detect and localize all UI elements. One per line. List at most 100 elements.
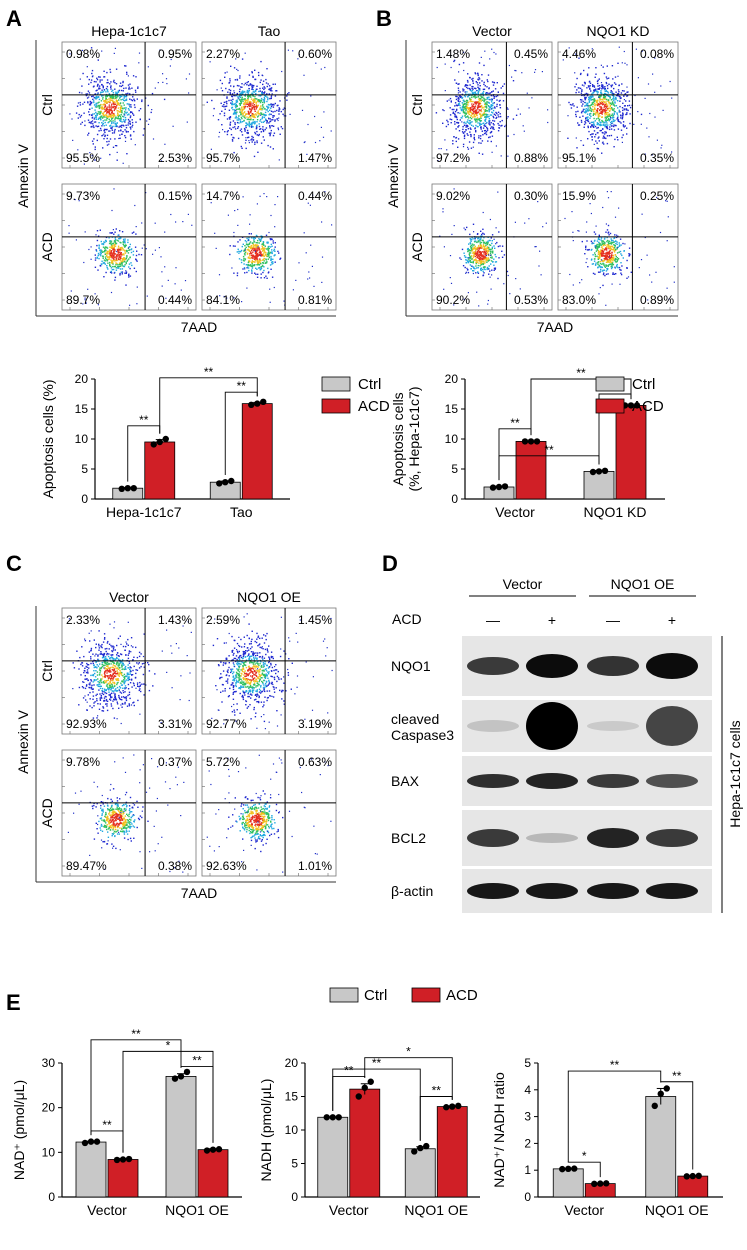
scatter-dot	[616, 266, 618, 268]
scatter-dot	[241, 117, 243, 120]
scatter-dot	[251, 262, 253, 265]
scatter-dot	[101, 83, 103, 86]
scatter-dot	[608, 252, 610, 254]
scatter-dot	[250, 111, 252, 114]
scatter-dot	[591, 139, 593, 141]
scatter-dot	[473, 270, 475, 272]
scatter-dot	[626, 277, 628, 279]
scatter-dot	[620, 122, 622, 124]
scatter-dot	[227, 214, 229, 216]
scatter-dot	[241, 131, 243, 133]
scatter-dot	[278, 110, 280, 112]
scatter-dot	[608, 246, 610, 249]
scatter-dot	[606, 85, 609, 87]
scatter-dot	[598, 140, 600, 142]
scatter-dot	[232, 98, 234, 101]
scatter-dot	[267, 144, 269, 147]
scatter-dot	[596, 93, 599, 95]
scatter-dot	[118, 99, 120, 101]
scatter-dot	[124, 65, 126, 67]
scatter-dot	[94, 257, 97, 259]
scatter-dot	[237, 126, 240, 128]
scatter-dot	[603, 137, 606, 139]
scatter-dot	[254, 116, 256, 119]
scatter-dot	[263, 244, 265, 246]
scatter-dot	[577, 122, 579, 124]
scatter-dot	[477, 72, 479, 74]
scatter-dot	[619, 105, 621, 108]
scatter-dot	[620, 253, 622, 255]
scatter-dot	[264, 128, 266, 131]
scatter-dot	[264, 245, 266, 247]
scatter-dot	[237, 224, 239, 226]
scatter-dot	[244, 129, 246, 131]
scatter-dot	[113, 258, 115, 261]
scatter-dot	[219, 113, 221, 115]
scatter-dot	[126, 114, 129, 116]
scatter-dot	[112, 265, 114, 268]
scatter-dot	[491, 248, 493, 250]
scatter-dot	[479, 113, 482, 116]
scatter-dot	[259, 252, 261, 255]
scatter-dot	[289, 113, 291, 115]
scatter-dot	[254, 120, 256, 123]
scatter-dot	[95, 118, 97, 120]
scatter-dot	[605, 107, 607, 110]
scatter-dot	[115, 95, 117, 97]
quadrant-ul: 4.46%	[562, 47, 596, 61]
scatter-dot	[124, 252, 126, 254]
scatter-dot	[506, 270, 509, 273]
scatter-dot	[465, 122, 467, 124]
scatter-dot	[467, 134, 469, 136]
scatter-dot	[592, 272, 595, 275]
scatter-dot	[488, 87, 490, 89]
scatter-dot	[221, 90, 224, 92]
scatter-dot	[101, 260, 103, 262]
scatter-dot	[476, 117, 479, 119]
scatter-dot	[244, 107, 246, 109]
scatter-dot	[600, 82, 603, 84]
scatter-dot	[495, 95, 497, 98]
scatter-dot	[108, 237, 110, 239]
scatter-dot	[468, 260, 470, 262]
scatter-dot	[486, 246, 488, 248]
scatter-dot	[611, 113, 614, 115]
scatter-dot	[469, 99, 472, 101]
scatter-dot	[122, 118, 125, 121]
scatter-dot	[621, 83, 623, 85]
scatter-dot	[469, 250, 471, 252]
scatter-dot	[257, 253, 259, 255]
scatter-dot	[127, 252, 130, 254]
scatter-dot	[460, 109, 463, 112]
scatter-dot	[264, 251, 266, 253]
scatter-dot	[248, 89, 250, 92]
scatter-dot	[598, 243, 600, 245]
scatter-dot	[108, 130, 110, 132]
x-axis-label: 7AAD	[181, 319, 218, 335]
scatter-dot	[595, 73, 597, 75]
scatter-dot	[231, 140, 234, 142]
scatter-dot	[236, 111, 238, 113]
scatter-dot	[540, 274, 542, 276]
scatter-dot	[123, 254, 125, 256]
scatter-dot	[470, 239, 472, 241]
scatter-dot	[463, 51, 465, 53]
scatter-dot	[576, 89, 578, 91]
scatter-dot	[611, 262, 614, 264]
scatter-dot	[487, 116, 489, 118]
scatter-dot	[111, 95, 113, 97]
scatter-dot	[467, 261, 470, 264]
scatter-dot	[669, 80, 671, 83]
scatter-dot	[106, 128, 108, 131]
scatter-dot	[124, 140, 127, 142]
scatter-dot	[309, 277, 311, 279]
scatter-dot	[488, 259, 491, 261]
scatter-dot	[240, 102, 243, 104]
scatter-dot	[114, 238, 117, 241]
scatter-dot	[88, 132, 90, 134]
scatter-dot	[597, 126, 599, 129]
scatter-dot	[125, 87, 127, 89]
scatter-dot	[131, 121, 134, 124]
scatter-dot	[99, 116, 101, 118]
scatter-dot	[249, 101, 252, 103]
